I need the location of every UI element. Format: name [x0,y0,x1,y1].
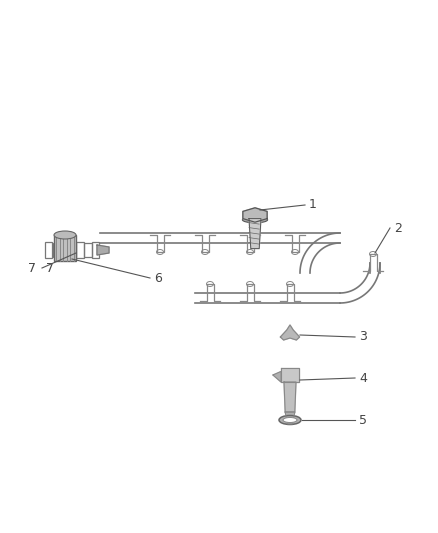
Polygon shape [280,325,300,340]
Polygon shape [243,208,267,222]
Bar [76,242,84,258]
Bar [84,244,92,256]
Bar [69,244,76,256]
Text: 5: 5 [359,414,367,426]
Bar [61,242,68,258]
Bar [45,242,52,258]
Text: 2: 2 [394,222,402,235]
Bar [92,242,99,258]
Text: 4: 4 [359,372,367,384]
Ellipse shape [279,416,301,424]
Ellipse shape [283,417,297,423]
Ellipse shape [242,217,268,223]
Text: 7: 7 [28,262,36,274]
Text: 3: 3 [359,330,367,343]
Polygon shape [273,372,281,382]
Polygon shape [249,219,261,248]
Text: 6: 6 [154,271,162,285]
Polygon shape [97,245,109,255]
Bar [54,235,76,261]
Text: 1: 1 [309,198,317,212]
Ellipse shape [54,231,76,239]
Polygon shape [284,382,296,412]
Bar [53,244,60,256]
Polygon shape [281,368,299,382]
Text: 7: 7 [46,262,54,274]
Polygon shape [285,412,295,424]
